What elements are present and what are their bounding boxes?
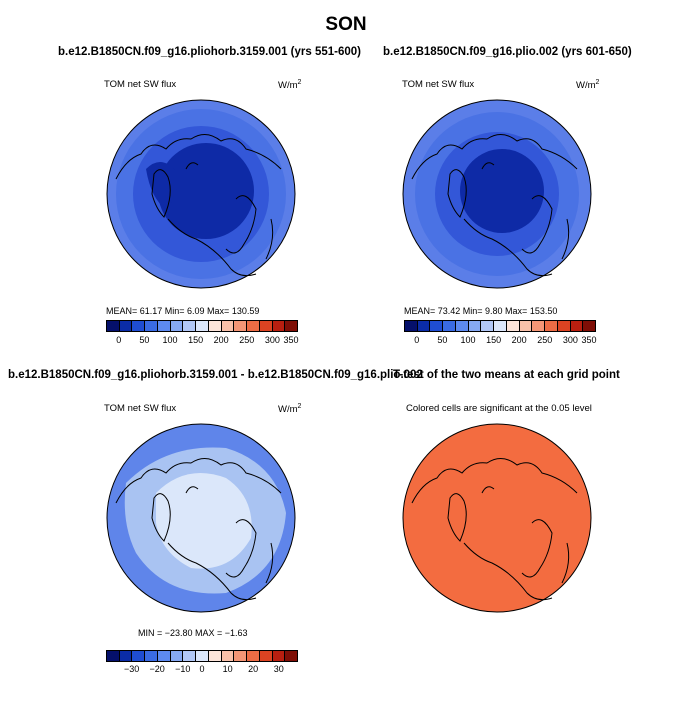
panel3-variable-label: TOM net SW flux: [104, 403, 177, 414]
colorbar-swatch: [272, 321, 286, 331]
colorbar-swatch: [519, 321, 533, 331]
panel2-title: b.e12.B1850CN.f09_g16.plio.002 (yrs 601-…: [383, 46, 632, 58]
colorbar-swatch: [157, 651, 171, 661]
panel2-variable-label: TOM net SW flux: [402, 79, 475, 90]
colorbar-swatch: [145, 651, 158, 661]
colorbar-swatch: [557, 321, 571, 331]
panel3-stats: MIN = −23.80 MAX = −1.63: [138, 628, 248, 638]
colorbar-swatch: [132, 651, 146, 661]
colorbar-swatch: [234, 321, 248, 331]
panel3-title: b.e12.B1850CN.f09_g16.pliohorb.3159.001 …: [8, 369, 423, 381]
colorbar-swatch: [247, 321, 260, 331]
colorbar-swatch: [545, 321, 558, 331]
panel1-title: b.e12.B1850CN.f09_g16.pliohorb.3159.001 …: [58, 46, 361, 58]
colorbar-swatch: [183, 651, 197, 661]
panel1-polar-map: [106, 99, 296, 289]
tick-label: 350: [581, 335, 597, 345]
panel3-units: W/m2: [278, 403, 302, 416]
tick-label: 30: [273, 664, 284, 674]
panel2-units: W/m2: [576, 79, 600, 92]
tick-label: −10: [175, 664, 191, 674]
colorbar-swatch: [259, 321, 273, 331]
tick-label: 100: [460, 335, 476, 345]
tick-label: 250: [537, 335, 553, 345]
colorbar-swatch: [285, 651, 298, 661]
colorbar-swatch: [196, 651, 209, 661]
colorbar-swatch: [170, 651, 184, 661]
colorbar-swatch: [405, 321, 418, 331]
panel3-polar-map: [106, 423, 296, 613]
tick-label: −30: [123, 664, 140, 674]
colorbar-swatch: [208, 321, 222, 331]
colorbar-swatch: [272, 651, 286, 661]
tick-label: 100: [162, 335, 178, 345]
colorbar-swatch: [119, 651, 133, 661]
panel3-colorbar: [106, 650, 298, 662]
tick-label: 50: [437, 335, 448, 345]
tick-label: −20: [149, 664, 165, 674]
tick-label: 150: [188, 335, 204, 345]
panel1-stats: MEAN= 61.17 Min= 6.09 Max= 130.59: [106, 306, 260, 316]
tick-label: 20: [248, 664, 259, 674]
colorbar-swatch: [583, 321, 596, 331]
colorbar-swatch: [247, 651, 260, 661]
colorbar-swatch: [208, 651, 222, 661]
colorbar-swatch: [417, 321, 431, 331]
panel1-units: W/m2: [278, 79, 302, 92]
colorbar-swatch: [494, 321, 507, 331]
colorbar-swatch: [107, 651, 120, 661]
colorbar-swatch: [170, 321, 184, 331]
colorbar-swatch: [285, 321, 298, 331]
colorbar-swatch: [221, 321, 235, 331]
colorbar-swatch: [119, 321, 133, 331]
panel2-colorbar: [404, 320, 596, 332]
colorbar-swatch: [234, 651, 248, 661]
colorbar-swatch: [443, 321, 456, 331]
panel4-title: T-test of the two means at each grid poi…: [393, 369, 620, 381]
panel2-stats: MEAN= 73.42 Min= 9.80 Max= 153.50: [404, 306, 558, 316]
colorbar-swatch: [259, 651, 273, 661]
colorbar-swatch: [221, 651, 235, 661]
colorbar-swatch: [183, 321, 197, 331]
tick-label: 50: [139, 335, 150, 345]
colorbar-swatch: [430, 321, 444, 331]
colorbar-swatch: [455, 321, 469, 331]
colorbar-swatch: [570, 321, 584, 331]
tick-label: 300: [264, 335, 280, 345]
tick-label: 250: [239, 335, 255, 345]
tick-label: 300: [562, 335, 578, 345]
panel2-polar-map: [402, 99, 592, 289]
panel4-polar-map: [402, 423, 592, 613]
panel4-subtitle: Colored cells are significant at the 0.0…: [406, 403, 592, 414]
tick-label: 10: [222, 664, 233, 674]
tick-label: 200: [511, 335, 527, 345]
tick-label: 0: [116, 335, 122, 345]
tick-label: 0: [414, 335, 420, 345]
colorbar-swatch: [145, 321, 158, 331]
colorbar-swatch: [196, 321, 209, 331]
colorbar-swatch: [157, 321, 171, 331]
tick-label: 0: [199, 664, 205, 674]
tick-label: 350: [283, 335, 299, 345]
tick-label: 200: [213, 335, 229, 345]
colorbar-swatch: [481, 321, 495, 331]
colorbar-swatch: [506, 321, 520, 331]
colorbar-swatch: [107, 321, 120, 331]
panel1-colorbar: [106, 320, 298, 332]
panel1-variable-label: TOM net SW flux: [104, 79, 177, 90]
colorbar-swatch: [468, 321, 482, 331]
colorbar-swatch: [132, 321, 146, 331]
colorbar-swatch: [532, 321, 546, 331]
page-title: SON: [325, 14, 367, 35]
tick-label: 150: [486, 335, 502, 345]
